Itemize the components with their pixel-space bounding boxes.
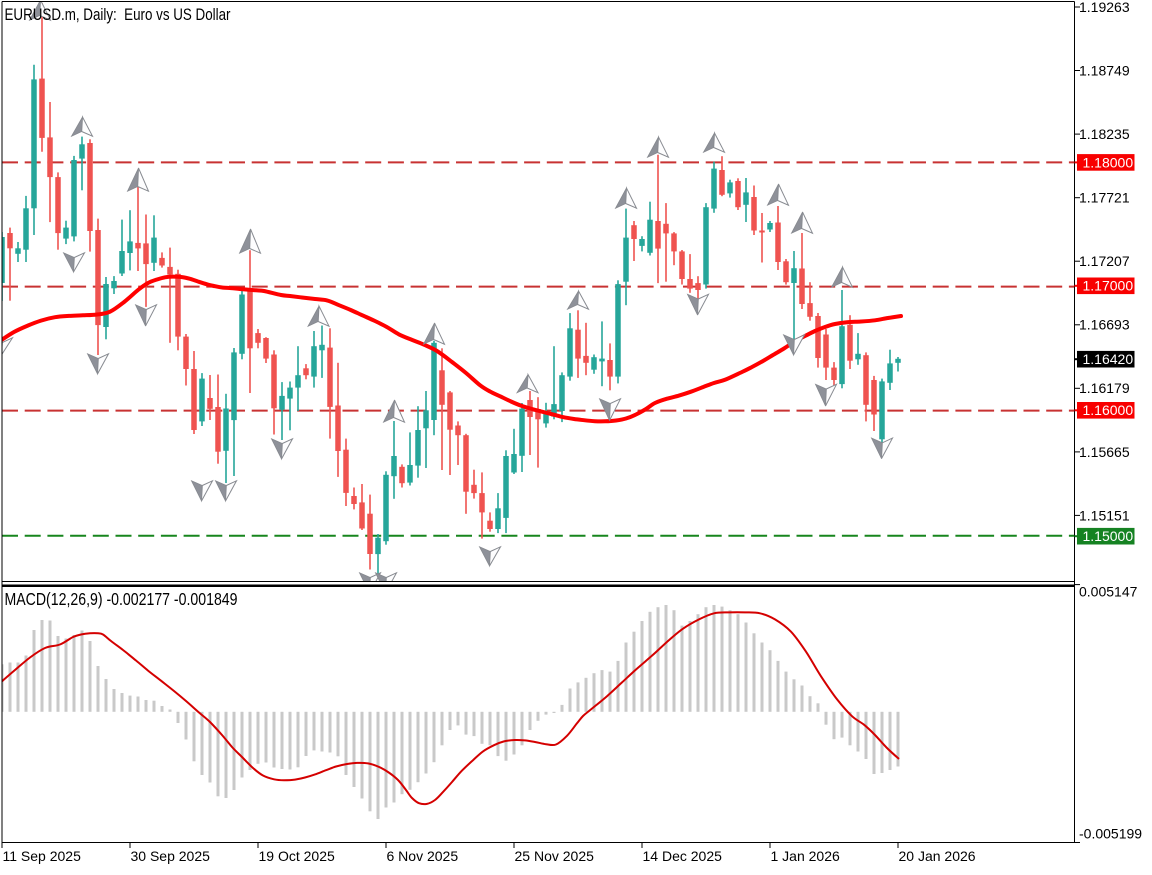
svg-text:1.15000: 1.15000 (1083, 528, 1134, 544)
svg-text:1.16420: 1.16420 (1083, 351, 1134, 367)
svg-text:20 Jan 2026: 20 Jan 2026 (899, 848, 976, 864)
svg-text:1.17207: 1.17207 (1079, 253, 1130, 269)
svg-text:1.18000: 1.18000 (1083, 154, 1134, 170)
svg-text:1.16000: 1.16000 (1083, 402, 1134, 418)
svg-text:1.16179: 1.16179 (1079, 380, 1130, 396)
svg-text:1.18235: 1.18235 (1079, 126, 1130, 142)
svg-text:-0.005199: -0.005199 (1079, 826, 1142, 842)
svg-text:1.16693: 1.16693 (1079, 317, 1130, 333)
svg-text:6 Nov 2025: 6 Nov 2025 (387, 848, 459, 864)
svg-text:30 Sep 2025: 30 Sep 2025 (131, 848, 211, 864)
svg-text:19 Oct 2025: 19 Oct 2025 (259, 848, 335, 864)
svg-text:1.15665: 1.15665 (1079, 444, 1130, 460)
svg-text:1 Jan 2026: 1 Jan 2026 (771, 848, 840, 864)
svg-text:MACD(12,26,9) -0.002177 -0.001: MACD(12,26,9) -0.002177 -0.001849 (5, 589, 238, 609)
svg-text:1.15151: 1.15151 (1079, 507, 1130, 523)
svg-text:1.19263: 1.19263 (1079, 0, 1130, 15)
svg-text:1.17721: 1.17721 (1079, 190, 1130, 206)
svg-text:EURUSD.m, Daily: Euro vs US D: EURUSD.m, Daily: Euro vs US Dollar (5, 5, 231, 24)
svg-text:1.17000: 1.17000 (1083, 278, 1134, 294)
svg-text:11 Sep 2025: 11 Sep 2025 (3, 848, 82, 864)
svg-text:0.005147: 0.005147 (1079, 583, 1138, 599)
svg-text:25 Nov 2025: 25 Nov 2025 (515, 848, 595, 864)
svg-text:14 Dec 2025: 14 Dec 2025 (643, 848, 723, 864)
svg-text:1.18749: 1.18749 (1079, 62, 1130, 78)
